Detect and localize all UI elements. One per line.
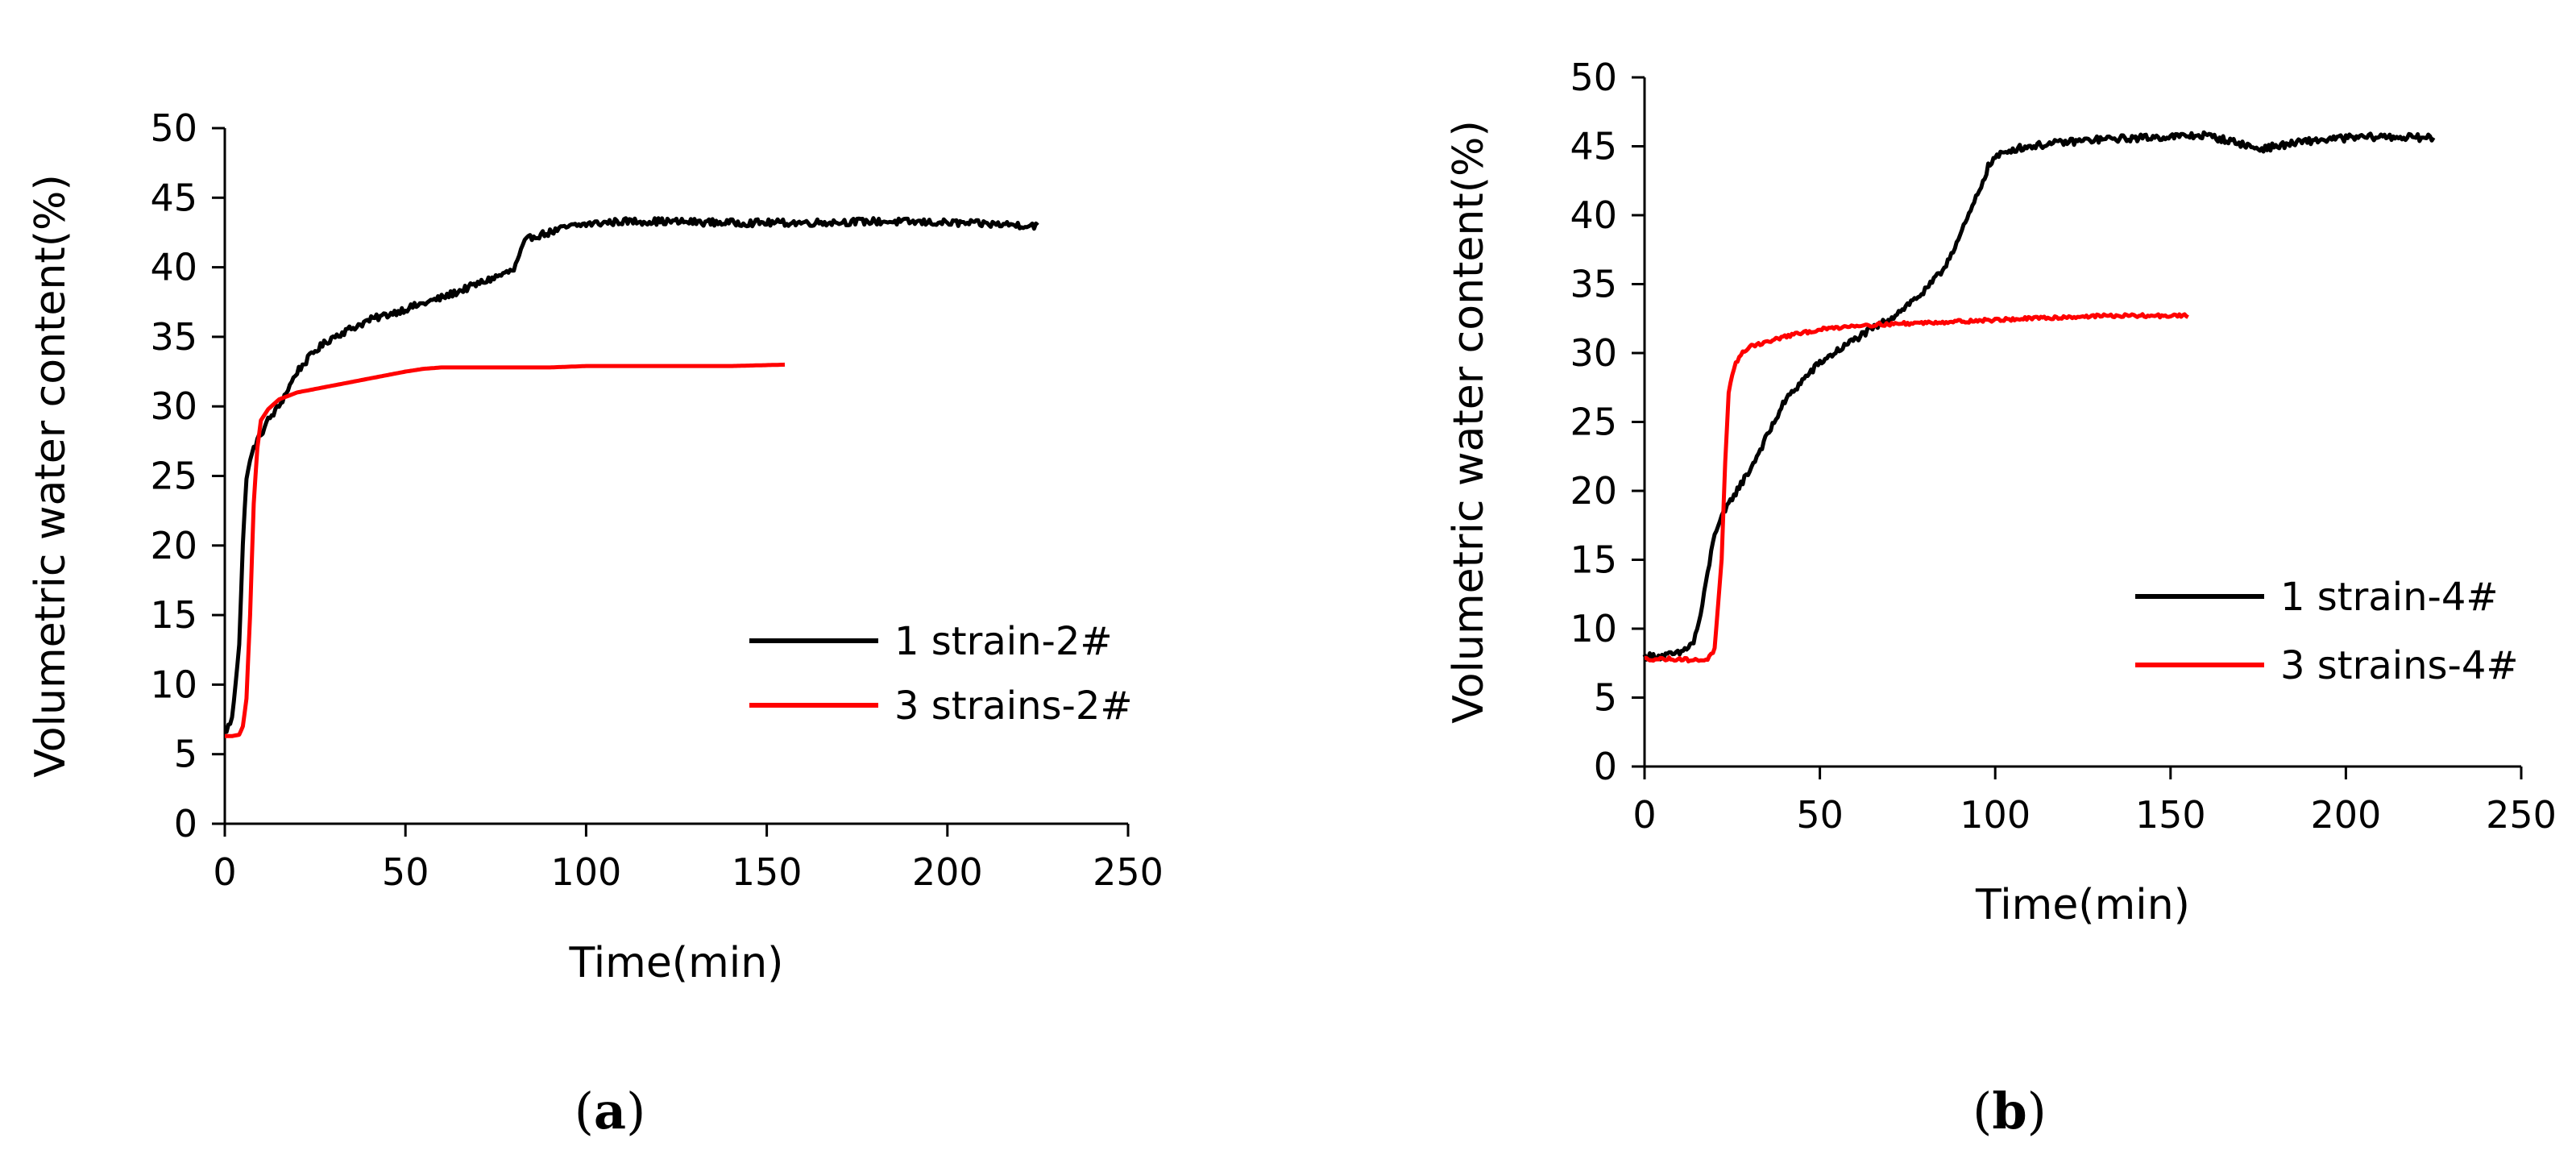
y-tick-label: 50 <box>1570 56 1617 99</box>
y-tick-label: 15 <box>1570 538 1617 582</box>
chart-panel-a: 0 5 10 15 20 25 30 35 40 45 50 0 50 100 150 200 250 Time(… <box>27 106 1164 1140</box>
panel-caption: (a) <box>575 1082 646 1140</box>
y-tick-label: 40 <box>150 246 197 289</box>
caption-close-paren: ) <box>626 1082 645 1140</box>
caption-letter: b <box>1992 1082 2026 1140</box>
x-tick-label: 0 <box>1632 793 1656 837</box>
y-tick-label: 40 <box>1570 193 1617 237</box>
caption-close-paren: ) <box>2027 1082 2047 1140</box>
y-tick-label: 45 <box>1570 125 1617 168</box>
series-line-1-strain-4- <box>1642 130 2436 662</box>
y-tick-label: 35 <box>1570 263 1617 306</box>
x-tick-label: 200 <box>912 850 983 894</box>
y-tick-label: 25 <box>1570 401 1617 444</box>
y-tick-label: 0 <box>174 802 197 845</box>
y-tick-label: 30 <box>150 384 197 428</box>
y-tick-label: 20 <box>150 524 197 567</box>
y-tick-label: 20 <box>1570 469 1617 513</box>
x-tick-label: 0 <box>213 850 236 894</box>
x-tick-label: 250 <box>2486 793 2557 837</box>
y-tick-label: 10 <box>1570 607 1617 650</box>
x-tick-label: 200 <box>2310 793 2381 837</box>
legend-label: 1 strain-2# <box>894 619 1113 664</box>
y-axis-title: Volumetric water content(%) <box>1445 120 1493 724</box>
x-tick-label: 150 <box>732 850 803 894</box>
y-tick-label: 5 <box>174 733 197 776</box>
x-tick-label: 100 <box>1960 793 2031 837</box>
x-tick-label: 150 <box>2135 793 2206 837</box>
x-tick-label: 50 <box>382 850 429 894</box>
caption-letter: a <box>594 1082 626 1140</box>
legend-label: 3 strains-4# <box>2280 643 2519 688</box>
y-tick-label: 10 <box>150 663 197 706</box>
panel-caption: (b) <box>1972 1082 2047 1140</box>
y-tick-label: 15 <box>150 593 197 637</box>
y-tick-label: 50 <box>150 106 197 150</box>
y-tick-label: 30 <box>1570 331 1617 375</box>
y-tick-label: 0 <box>1594 745 1617 788</box>
caption-open-paren: ( <box>575 1082 594 1140</box>
x-axis-title: Time(min) <box>569 939 784 987</box>
series-line-3-strains-4- <box>1644 312 2189 663</box>
x-axis-title: Time(min) <box>1975 881 2190 929</box>
y-tick-label: 45 <box>150 176 197 219</box>
series-line-3-strains-2- <box>224 362 786 738</box>
y-axis-title: Volumetric water content(%) <box>27 174 75 778</box>
y-tick-label: 5 <box>1594 676 1617 720</box>
x-tick-label: 50 <box>1796 793 1844 837</box>
y-tick-label: 25 <box>150 455 197 498</box>
y-tick-label: 35 <box>150 315 197 359</box>
x-tick-label: 100 <box>550 850 621 894</box>
x-tick-label: 250 <box>1093 850 1164 894</box>
caption-open-paren: ( <box>1972 1082 1992 1140</box>
chart-panel-b: 0 5 10 15 20 25 30 35 40 45 50 0 50 100 150 200 250 Time(… <box>1445 56 2557 1140</box>
series-line-1-strain-2- <box>224 216 1039 734</box>
legend-label: 3 strains-2# <box>894 683 1133 729</box>
legend-label: 1 strain-4# <box>2280 575 2499 620</box>
